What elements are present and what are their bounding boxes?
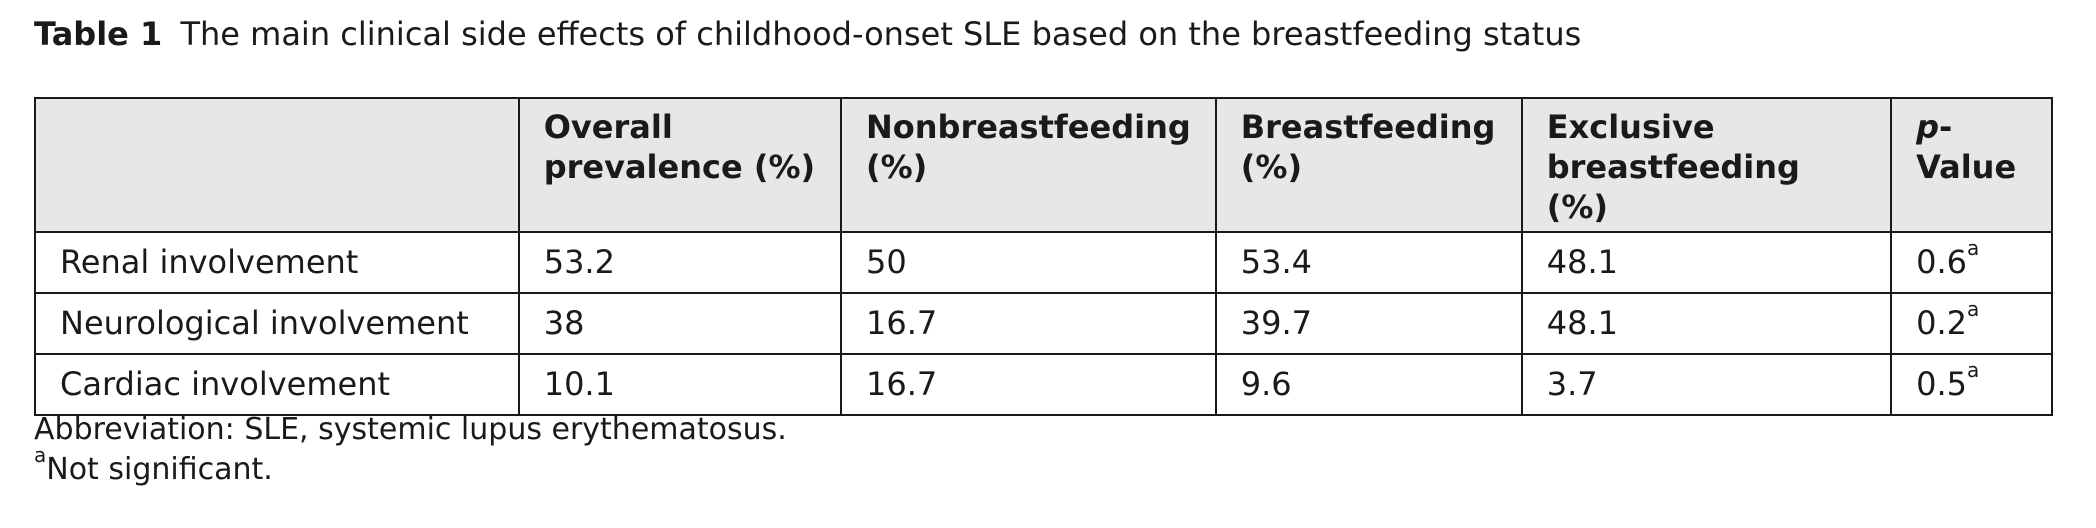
- cell-breastfeeding: 39.7: [1214, 292, 1523, 355]
- table-row: Cardiac involvement 10.1 16.7 9.6 3.7 0.…: [34, 353, 2053, 416]
- row-label: Cardiac involvement: [34, 353, 520, 416]
- cell-overall: 38: [517, 292, 842, 355]
- header-row-label: [34, 97, 520, 233]
- p-value-superscript: a: [1966, 358, 1980, 383]
- table-row: Neurological involvement 38 16.7 39.7 48…: [34, 292, 2053, 355]
- row-label: Renal involvement: [34, 231, 520, 294]
- header-overall-line2: prevalence (%): [543, 148, 816, 186]
- data-table: Overall prevalence (%) Nonbreastfeeding …: [34, 97, 2053, 416]
- cell-p-value: 0.6a: [1890, 231, 2053, 294]
- table-footnotes: Abbreviation: SLE, systemic lupus erythe…: [34, 410, 787, 490]
- footnote-a: aNot significant.: [34, 445, 787, 490]
- p-value-superscript: a: [1966, 236, 1980, 261]
- cell-p-value: 0.2a: [1890, 292, 2053, 355]
- cell-breastfeeding: 9.6: [1214, 353, 1523, 416]
- cell-overall: 10.1: [517, 353, 842, 416]
- header-nonbreastfeeding: Nonbreastfeeding (%): [839, 97, 1217, 233]
- p-value-superscript: a: [1966, 297, 1980, 322]
- cell-exclusive-breastfeeding: 48.1: [1520, 231, 1893, 294]
- table-caption: Table 1 The main clinical side effects o…: [34, 12, 1581, 56]
- cell-nonbreastfeeding: 16.7: [839, 292, 1217, 355]
- header-p-italic: p: [1916, 108, 1939, 146]
- table-header-row: Overall prevalence (%) Nonbreastfeeding …: [34, 97, 2053, 233]
- header-bf-line2: (%): [1240, 148, 1303, 186]
- header-p-value: p-Value: [1890, 97, 2053, 233]
- p-value: 0.5: [1916, 365, 1967, 403]
- header-nonbf-line2: (%): [865, 148, 928, 186]
- cell-nonbreastfeeding: 50: [839, 231, 1217, 294]
- table-caption-text: The main clinical side effects of childh…: [180, 15, 1582, 53]
- table-caption-label: Table 1: [34, 15, 163, 53]
- p-value: 0.2: [1916, 304, 1967, 342]
- footnote-a-text: Not significant.: [46, 452, 273, 487]
- footnote-abbreviation: Abbreviation: SLE, systemic lupus erythe…: [34, 412, 787, 447]
- cell-exclusive-breastfeeding: 48.1: [1520, 292, 1893, 355]
- header-breastfeeding: Breastfeeding (%): [1214, 97, 1523, 233]
- cell-nonbreastfeeding: 16.7: [839, 353, 1217, 416]
- footnote-a-marker: a: [34, 443, 47, 467]
- header-p-rest: -Value: [1916, 108, 2017, 186]
- header-overall-line1: Overall: [543, 108, 673, 146]
- header-bf-line1: Breastfeeding: [1240, 108, 1496, 146]
- header-overall-prevalence: Overall prevalence (%): [517, 97, 842, 233]
- header-excl-line2: breastfeeding (%): [1546, 148, 1800, 226]
- table-body: Renal involvement 53.2 50 53.4 48.1 0.6a…: [34, 231, 2053, 416]
- header-excl-line1: Exclusive: [1546, 108, 1715, 146]
- cell-exclusive-breastfeeding: 3.7: [1520, 353, 1893, 416]
- header-nonbf-line1: Nonbreastfeeding: [865, 108, 1191, 146]
- header-exclusive-breastfeeding: Exclusive breastfeeding (%): [1520, 97, 1893, 233]
- table-row: Renal involvement 53.2 50 53.4 48.1 0.6a: [34, 231, 2053, 294]
- p-value: 0.6: [1916, 243, 1967, 281]
- cell-breastfeeding: 53.4: [1214, 231, 1523, 294]
- cell-p-value: 0.5a: [1890, 353, 2053, 416]
- cell-overall: 53.2: [517, 231, 842, 294]
- row-label: Neurological involvement: [34, 292, 520, 355]
- table-header: Overall prevalence (%) Nonbreastfeeding …: [34, 97, 2053, 233]
